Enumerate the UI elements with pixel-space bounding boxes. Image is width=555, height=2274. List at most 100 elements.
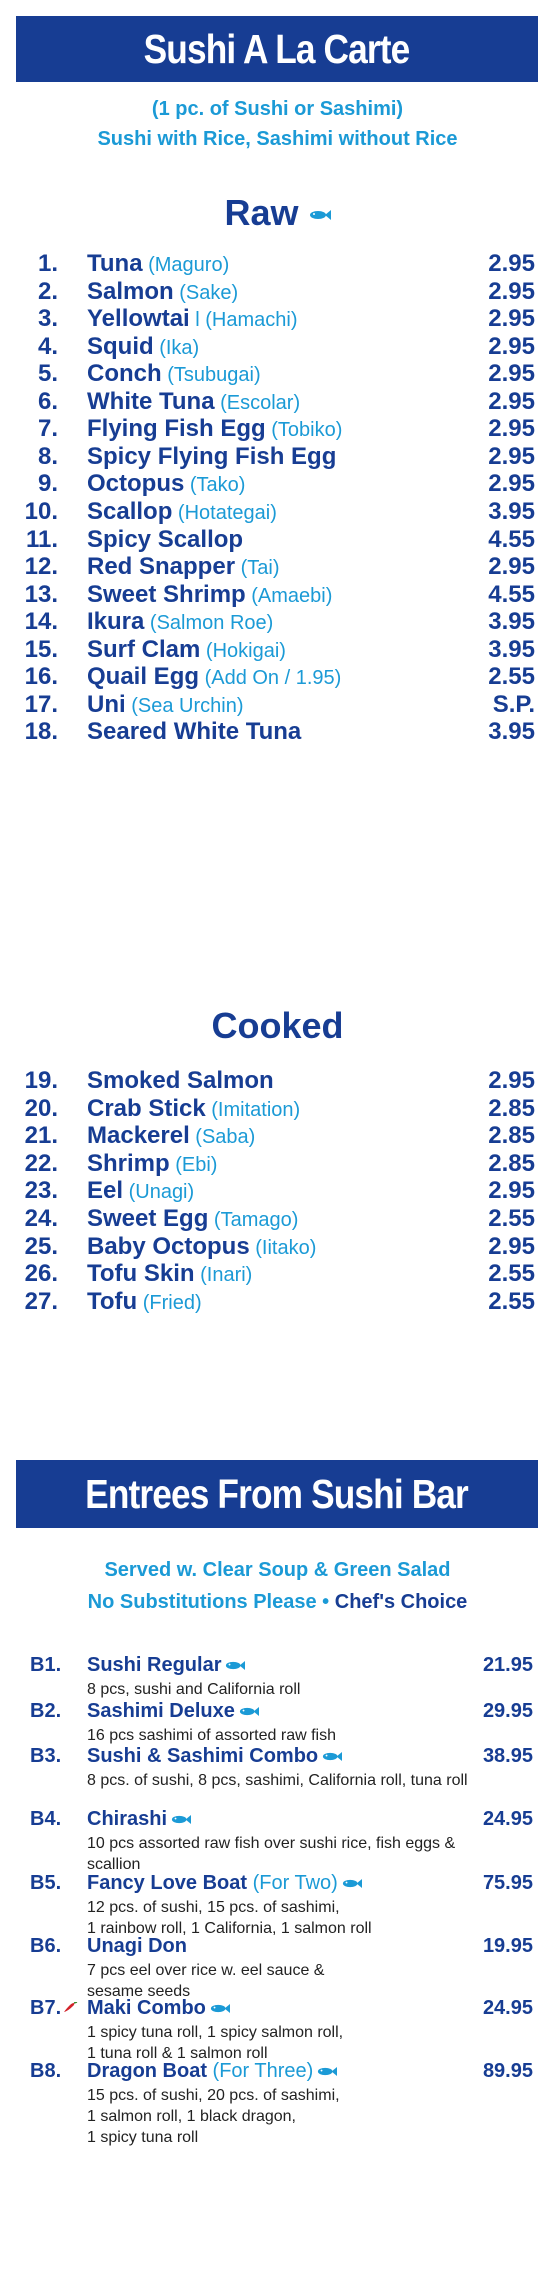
fish-icon xyxy=(309,210,331,221)
entree-serving-note: (For Two) xyxy=(247,1872,338,1894)
item-name: Red Snapper (Tai) xyxy=(87,553,279,581)
item-name-text: Yellowtai xyxy=(87,305,190,333)
item-number: 1. xyxy=(37,250,58,277)
item-name-text: Seared White Tuna xyxy=(87,718,302,746)
item-number: 24. xyxy=(24,1205,58,1232)
fish-icon xyxy=(317,2060,338,2083)
item-japanese-name: (Salmon Roe) xyxy=(144,612,274,635)
entree-price: 75.95 xyxy=(482,1872,533,1894)
item-japanese-name: (Sake) xyxy=(173,281,239,304)
item-japanese-name: (Escolar) xyxy=(214,391,301,414)
menu-item-row: 12. Red Snapper (Tai) 2.95 xyxy=(0,549,555,589)
item-price: 4.55 xyxy=(488,580,535,608)
alacarte-subtitle-1: (1 pc. of Sushi or Sashimi) xyxy=(151,98,404,120)
item-price: 2.95 xyxy=(488,332,535,360)
item-number: 12. xyxy=(24,553,58,581)
item-price: 2.85 xyxy=(488,1094,535,1122)
item-japanese-name: (Tsubugai) xyxy=(161,364,261,387)
entree-number: B3. xyxy=(30,1745,62,1767)
item-name: Shrimp (Ebi) xyxy=(87,1150,217,1178)
item-name: Spicy Flying Fish Egg xyxy=(87,443,336,471)
entree-name: Chirashi xyxy=(87,1808,192,1831)
item-name: Squid (Ika) xyxy=(87,333,199,361)
menu-item-row: 1. Tuna (Maguro) 2.95 xyxy=(0,246,555,286)
item-name: Salmon (Sake) xyxy=(87,278,238,306)
item-name-text: Eel xyxy=(87,1177,124,1205)
item-price: 2.95 xyxy=(488,442,535,470)
menu-item-row: 4. Squid (Ika) 2.95 xyxy=(0,329,555,369)
entree-name-text: Chirashi xyxy=(87,1808,168,1830)
menu-item-row: 19. Smoked Salmon 2.95 xyxy=(0,1063,555,1103)
entree-number: B4. xyxy=(30,1808,62,1830)
item-name-text: Mackerel xyxy=(87,1122,190,1150)
item-number: 26. xyxy=(24,1260,58,1288)
item-name: Uni (Sea Urchin) xyxy=(87,691,243,719)
section-title: Entrees From Sushi Bar xyxy=(85,1470,470,1517)
item-price: 2.85 xyxy=(488,1122,535,1150)
item-name-text: Tuna xyxy=(87,250,143,277)
item-name-text: Spicy Scallop xyxy=(87,525,244,553)
item-name: Mackerel (Saba) xyxy=(87,1122,255,1150)
entree-price: 89.95 xyxy=(482,2060,533,2082)
menu-item-row: 7. Flying Fish Egg (Tobiko) 2.95 xyxy=(0,411,555,451)
entree-description: 7 pcs eel over rice w. eel sauce & sesame… xyxy=(87,1962,325,2000)
item-number: 10. xyxy=(24,497,58,525)
item-number: 4. xyxy=(37,332,58,360)
item-number: 6. xyxy=(37,387,58,415)
item-japanese-name: (Fried) xyxy=(137,1291,202,1314)
item-number: 18. xyxy=(24,718,58,746)
entrees-subtitle-1: Served w. Clear Soup & Green Salad xyxy=(104,1559,451,1581)
raw-title: Raw xyxy=(224,192,299,233)
item-number: 27. xyxy=(24,1287,58,1315)
item-name: Ikura (Salmon Roe) xyxy=(87,608,273,636)
raw-heading: Raw xyxy=(0,192,555,234)
item-name: Yellowtai l (Hamachi) xyxy=(87,305,298,333)
item-japanese-name: (Ebi) xyxy=(169,1153,218,1176)
menu-item-row: 9. Octopus (Tako) 2.95 xyxy=(0,466,555,506)
item-price: 3.95 xyxy=(488,635,535,663)
item-name-text: Spicy Flying Fish Egg xyxy=(87,442,337,470)
item-name: White Tuna (Escolar) xyxy=(87,388,300,416)
menu-item-row: 18. Seared White Tuna 3.95 xyxy=(0,714,555,754)
item-name-text: Surf Clam xyxy=(87,635,201,663)
item-name-text: Sweet Shrimp xyxy=(87,580,246,608)
item-price: 2.95 xyxy=(488,250,535,277)
item-number: 9. xyxy=(37,470,58,498)
item-name-text: Squid xyxy=(87,332,154,360)
menu-item-row: 2. Salmon (Sake) 2.95 xyxy=(0,274,555,314)
item-japanese-name: (Inari) xyxy=(194,1264,253,1287)
entree-number: B6. xyxy=(30,1935,62,1957)
item-price: S.P. xyxy=(492,690,535,718)
item-name: Tuna (Maguro) xyxy=(87,250,229,278)
item-japanese-name: (Unagi) xyxy=(123,1181,195,1204)
cooked-heading: Cooked xyxy=(0,1005,555,1047)
entrees-banner: Entrees From Sushi Bar xyxy=(16,1460,538,1528)
item-price: 2.95 xyxy=(488,553,535,581)
chili-pepper-icon xyxy=(62,2001,78,2019)
item-name-text: Tofu xyxy=(87,1287,138,1315)
entree-price: 24.95 xyxy=(482,1997,533,2019)
item-name-text: Shrimp xyxy=(87,1149,170,1177)
item-price: 2.95 xyxy=(488,415,535,443)
item-number: 7. xyxy=(37,415,58,443)
chefs-choice-note: Chef's Choice xyxy=(334,1591,468,1613)
entree-name-text: Sushi Regular xyxy=(87,1654,222,1676)
item-name-text: Scallop xyxy=(87,497,173,525)
item-japanese-name: (Tai) xyxy=(235,557,280,580)
entree-name: Maki Combo xyxy=(87,1997,230,2020)
item-japanese-name: (Amaebi) xyxy=(245,584,333,607)
menu-item-row: 3. Yellowtai l (Hamachi) 2.95 xyxy=(0,301,555,341)
item-price: 4.55 xyxy=(488,525,535,553)
item-price: 3.95 xyxy=(488,497,535,525)
entree-description: 15 pcs. of sushi, 20 pcs. of sashimi, 1 s… xyxy=(87,2087,340,2146)
item-name-text: Flying Fish Egg xyxy=(87,415,266,443)
item-name-text: Red Snapper xyxy=(87,553,236,581)
entree-number: B8. xyxy=(30,2060,62,2082)
item-name-text: Smoked Salmon xyxy=(87,1067,274,1094)
item-name: Tofu Skin (Inari) xyxy=(87,1260,252,1288)
entree-name: Sashimi Deluxe xyxy=(87,1700,259,1723)
item-name-text: Octopus xyxy=(87,470,185,498)
item-price: 3.95 xyxy=(488,608,535,636)
item-name: Octopus (Tako) xyxy=(87,470,245,498)
item-number: 23. xyxy=(24,1177,58,1205)
